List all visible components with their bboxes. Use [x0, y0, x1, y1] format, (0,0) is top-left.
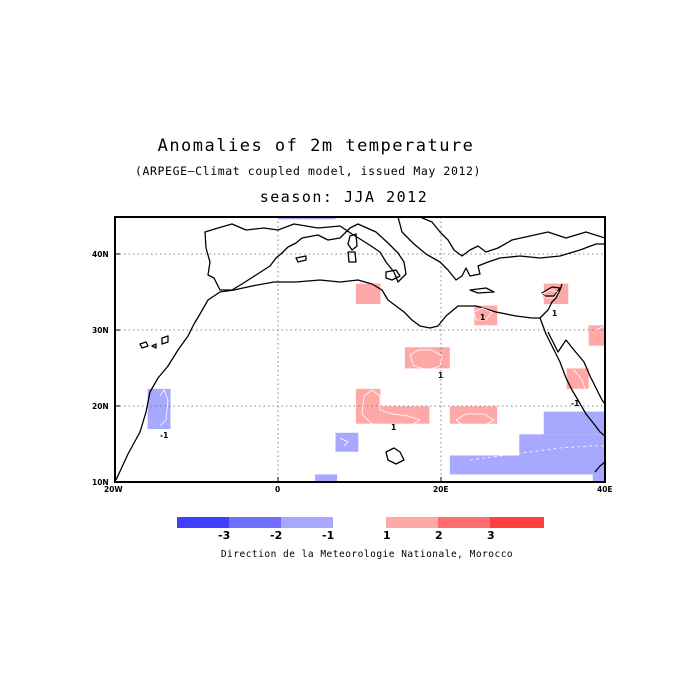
anomaly-cell	[315, 474, 338, 482]
anomaly-cell	[380, 406, 430, 424]
anomaly-cell	[588, 325, 605, 346]
coastlines	[115, 217, 605, 481]
x-tick-label: 0	[275, 485, 280, 494]
legend-label: 1	[383, 529, 391, 542]
anomaly-cell	[335, 432, 359, 452]
y-tick-label: 40N	[92, 250, 109, 259]
contour-labels: 1 1 1 -1 1 -1	[160, 309, 579, 440]
y-tick-label: 20N	[92, 402, 109, 411]
legend-swatch	[386, 517, 438, 528]
legend-label: -3	[218, 529, 230, 542]
x-tick-label: 40E	[597, 485, 613, 494]
map-subtitle: (ARPEGE–Climat coupled model, issued May…	[134, 164, 482, 178]
anomaly-cell	[519, 434, 605, 456]
anomaly-cell	[278, 217, 336, 220]
map-frame	[114, 216, 606, 483]
legend-swatch	[281, 517, 333, 528]
legend-label: 2	[435, 529, 443, 542]
y-tick-label: 30N	[92, 326, 109, 335]
anomaly-cell	[592, 474, 605, 482]
legend-swatch	[229, 517, 281, 528]
contour-label: 1	[438, 371, 443, 380]
legend-swatch	[490, 517, 544, 528]
gridlines	[115, 217, 605, 482]
anomaly-cell	[449, 406, 498, 424]
legend-label: 3	[487, 529, 495, 542]
anomaly-cell	[543, 411, 605, 435]
x-tick-label: 20W	[104, 485, 123, 494]
anomaly-cell	[449, 455, 605, 475]
legend-label: -2	[270, 529, 282, 542]
contour-label: -1	[571, 399, 579, 408]
x-tick-label: 20E	[433, 485, 449, 494]
y-tick-label: 10N	[92, 478, 109, 487]
credit-line: Direction de la Meteorologie Nationale, …	[220, 549, 514, 560]
anomaly-cell	[404, 347, 450, 369]
anomaly-cell	[147, 388, 171, 429]
map-title: Anomalies of 2m temperature	[157, 136, 475, 156]
anomaly-cells	[147, 217, 605, 482]
axis-ticks	[115, 253, 442, 482]
legend-swatch	[438, 517, 490, 528]
contour-label: 1	[552, 309, 557, 318]
contour-label: 1	[480, 313, 485, 322]
season-label: season: JJA 2012	[259, 188, 429, 206]
contour-label: 1	[391, 423, 396, 432]
color-legend	[177, 517, 544, 528]
anomaly-cell	[355, 283, 381, 305]
legend-swatch	[177, 517, 229, 528]
contour-label: -1	[160, 431, 168, 440]
contours	[159, 289, 605, 461]
legend-label: -1	[322, 529, 334, 542]
